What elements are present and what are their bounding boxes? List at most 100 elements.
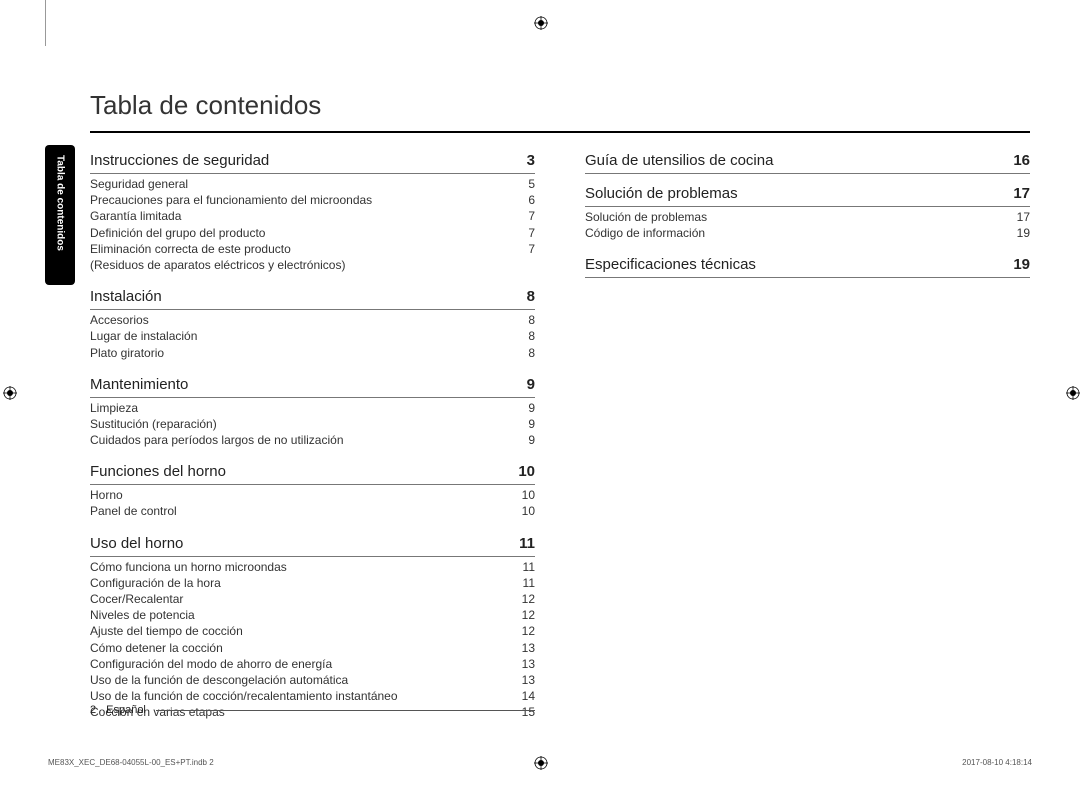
toc-item-row[interactable]: Lugar de instalación8 — [90, 328, 535, 344]
toc-item-row[interactable]: Horno10 — [90, 487, 535, 503]
toc-item-row[interactable]: Eliminación correcta de este producto(Re… — [90, 241, 535, 273]
registration-mark-right — [1066, 386, 1080, 403]
toc-item-label: Plato giratorio — [90, 345, 505, 361]
toc-section-title: Funciones del horno — [90, 463, 226, 480]
toc-item-label: Configuración de la hora — [90, 575, 505, 591]
toc-item-page: 9 — [505, 400, 535, 416]
toc-item-row[interactable]: Cuidados para períodos largos de no util… — [90, 432, 535, 448]
toc-section-page: 9 — [527, 376, 535, 393]
toc-item-page: 19 — [1000, 225, 1030, 241]
toc-item-label: Solución de problemas — [585, 209, 1000, 225]
toc-item-label: Lugar de instalación — [90, 328, 505, 344]
toc-section-row[interactable]: Funciones del horno 10 — [90, 458, 535, 485]
toc-item-page: 11 — [505, 559, 535, 575]
toc-section-page: 11 — [519, 535, 535, 552]
toc-item-label: Cocer/Recalentar — [90, 591, 505, 607]
toc-section-row[interactable]: Instrucciones de seguridad3 — [90, 147, 535, 174]
toc-item-row[interactable]: Limpieza9 — [90, 400, 535, 416]
toc-item-row[interactable]: Definición del grupo del producto7 — [90, 225, 535, 241]
imprint-right: 2017-08-10 4:18:14 — [962, 758, 1032, 767]
toc-item-row[interactable]: Seguridad general5 — [90, 176, 535, 192]
toc-section: Funciones del horno10Horno10Panel de con… — [90, 458, 535, 519]
toc-item-label: Niveles de potencia — [90, 607, 505, 623]
toc-section-page: 10 — [518, 463, 535, 480]
toc-section: Mantenimiento9Limpieza9Sustitución (repa… — [90, 371, 535, 449]
toc-item-row[interactable]: Precauciones para el funcionamiento del … — [90, 192, 535, 208]
toc-items: Cómo funciona un horno microondas11Confi… — [90, 559, 535, 721]
toc-section-row[interactable]: Especificaciones técnicas19 — [585, 251, 1030, 278]
toc-item-page: 8 — [505, 312, 535, 328]
side-tab-label: Tabla de contenidos — [55, 155, 66, 251]
toc-item-row[interactable]: Sustitución (reparación)9 — [90, 416, 535, 432]
toc-section: Instrucciones de seguridad3Seguridad gen… — [90, 147, 535, 273]
toc-section-row[interactable]: Uso del horno 11 — [90, 530, 535, 557]
toc-item-page: 7 — [505, 225, 535, 241]
toc-item-page: 10 — [505, 503, 535, 519]
toc-section-title: Mantenimiento — [90, 376, 188, 393]
toc-items: Accesorios8Lugar de instalación8Plato gi… — [90, 312, 535, 361]
toc-section: Solución de problemas17Solución de probl… — [585, 180, 1030, 241]
toc-section-page: 16 — [1013, 152, 1030, 169]
toc-section-row[interactable]: Mantenimiento 9 — [90, 371, 535, 398]
toc-item-label: Horno — [90, 487, 505, 503]
toc-section-row[interactable]: Instalación 8 — [90, 283, 535, 310]
footer-rule — [156, 710, 535, 711]
toc-section-title: Guía de utensilios de cocina — [585, 152, 773, 169]
toc-item-page: 14 — [505, 688, 535, 704]
toc-item-row[interactable]: Uso de la función de cocción/recalentami… — [90, 688, 535, 704]
toc-item-row[interactable]: Panel de control10 — [90, 503, 535, 519]
toc-items: Seguridad general5Precauciones para el f… — [90, 176, 535, 273]
footer-language: Español — [106, 704, 146, 716]
toc-item-label: Precauciones para el funcionamiento del … — [90, 192, 505, 208]
toc-item-page: 11 — [505, 575, 535, 591]
toc-item-page: 13 — [505, 656, 535, 672]
toc-column-left: Instrucciones de seguridad3Seguridad gen… — [90, 147, 535, 731]
toc-section-title: Uso del horno — [90, 535, 183, 552]
toc-item-page: 9 — [505, 432, 535, 448]
toc-item-page: 7 — [505, 241, 535, 257]
toc-item-row[interactable]: Solución de problemas17 — [585, 209, 1030, 225]
toc-section-row[interactable]: Guía de utensilios de cocina 16 — [585, 147, 1030, 174]
toc-section: Guía de utensilios de cocina 16 — [585, 147, 1030, 174]
toc-item-page: 6 — [505, 192, 535, 208]
toc-item-label: Accesorios — [90, 312, 505, 328]
toc-item-row[interactable]: Cocer/Recalentar12 — [90, 591, 535, 607]
toc-item-row[interactable]: Uso de la función de descongelación auto… — [90, 672, 535, 688]
toc-item-label: Uso de la función de cocción/recalentami… — [90, 688, 505, 704]
toc-item-page: 13 — [505, 640, 535, 656]
toc-item-row[interactable]: Ajuste del tiempo de cocción12 — [90, 623, 535, 639]
toc-item-page: 8 — [505, 328, 535, 344]
toc-item-label: Cómo detener la cocción — [90, 640, 505, 656]
toc-item-label: Seguridad general — [90, 176, 505, 192]
toc-item-page: 5 — [505, 176, 535, 192]
side-tab: Tabla de contenidos — [45, 145, 75, 285]
toc-item-row[interactable]: Configuración de la hora11 — [90, 575, 535, 591]
toc-item-row[interactable]: Garantía limitada7 — [90, 208, 535, 224]
toc-section-row[interactable]: Solución de problemas17 — [585, 180, 1030, 207]
toc-item-page: 7 — [505, 208, 535, 224]
toc-item-row[interactable]: Plato giratorio8 — [90, 345, 535, 361]
toc-item-page: 17 — [1000, 209, 1030, 225]
toc-items: Limpieza9Sustitución (reparación)9Cuidad… — [90, 400, 535, 449]
toc-item-page: 10 — [505, 487, 535, 503]
footer-page-number: 2 — [90, 704, 96, 716]
toc-items: Horno10Panel de control10 — [90, 487, 535, 519]
toc-item-row[interactable]: Accesorios8 — [90, 312, 535, 328]
toc-item-label: Configuración del modo de ahorro de ener… — [90, 656, 505, 672]
toc-item-row[interactable]: Configuración del modo de ahorro de ener… — [90, 656, 535, 672]
toc-item-row[interactable]: Cómo detener la cocción13 — [90, 640, 535, 656]
toc-item-row[interactable]: Niveles de potencia12 — [90, 607, 535, 623]
toc-item-row[interactable]: Código de información19 — [585, 225, 1030, 241]
toc-section-title: Instalación — [90, 288, 162, 305]
toc-item-label: Garantía limitada — [90, 208, 505, 224]
toc-items: Solución de problemas17Código de informa… — [585, 209, 1030, 241]
toc-item-label: Cómo funciona un horno microondas — [90, 559, 505, 575]
toc-item-page: 9 — [505, 416, 535, 432]
page-title: Tabla de contenidos — [90, 90, 1030, 133]
toc-item-label: Ajuste del tiempo de cocción — [90, 623, 505, 639]
toc-item-page: 8 — [505, 345, 535, 361]
toc-section-page: 8 — [527, 288, 535, 305]
toc-section-page: 3 — [527, 152, 535, 169]
toc-column-right: Guía de utensilios de cocina 16 Solución d… — [585, 147, 1030, 731]
toc-item-row[interactable]: Cómo funciona un horno microondas11 — [90, 559, 535, 575]
